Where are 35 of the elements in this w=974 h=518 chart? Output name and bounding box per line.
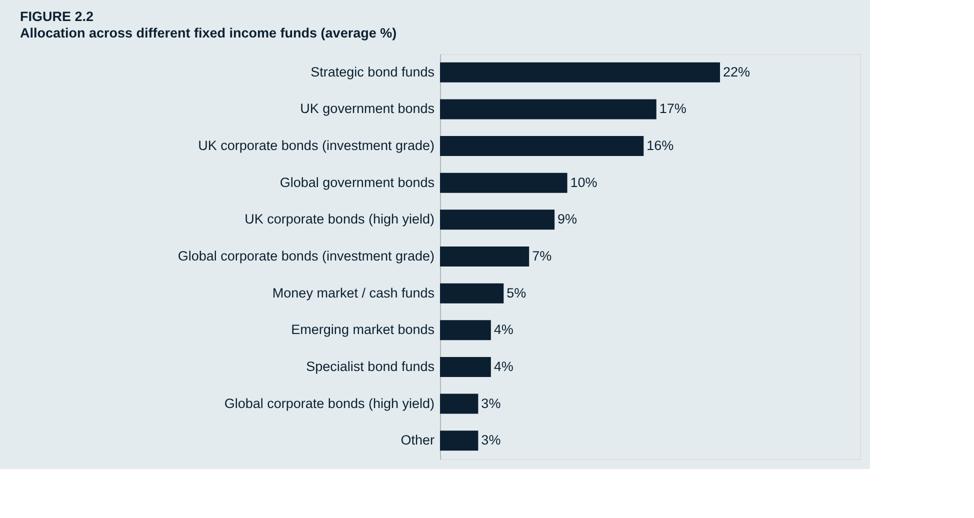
y-tick-label: Specialist bond funds bbox=[306, 358, 435, 374]
data-label: 4% bbox=[494, 358, 514, 374]
data-label: 22% bbox=[723, 64, 750, 80]
bar bbox=[440, 62, 720, 82]
data-label: 10% bbox=[570, 174, 598, 190]
y-tick-label: UK corporate bonds (high yield) bbox=[244, 212, 434, 227]
data-label: 17% bbox=[659, 101, 686, 116]
y-tick-label: Global corporate bonds (investment grade) bbox=[178, 248, 434, 264]
y-tick-label: Global corporate bonds (high yield) bbox=[224, 396, 434, 411]
bar bbox=[440, 136, 644, 156]
bar bbox=[440, 283, 504, 304]
data-label: 9% bbox=[558, 212, 578, 227]
bar bbox=[440, 99, 656, 120]
data-label: 3% bbox=[481, 396, 501, 411]
y-tick-label: Emerging market bonds bbox=[291, 322, 435, 338]
y-tick-label: Global government bonds bbox=[280, 174, 435, 190]
bar bbox=[440, 320, 491, 340]
bar bbox=[440, 210, 555, 230]
bar bbox=[440, 246, 530, 266]
y-tick-label: UK corporate bonds (investment grade) bbox=[198, 138, 434, 154]
data-label: 5% bbox=[506, 285, 526, 300]
data-label: 16% bbox=[646, 138, 674, 154]
y-tick-label: Other bbox=[400, 432, 435, 448]
bar bbox=[440, 430, 478, 451]
y-tick-label: Strategic bond funds bbox=[310, 64, 435, 80]
y-tick-label: Money market / cash funds bbox=[272, 285, 435, 300]
data-label: 3% bbox=[481, 432, 501, 448]
bar bbox=[440, 356, 491, 377]
text: Allocation across different fixed income funds (average %) bbox=[20, 26, 397, 40]
data-label: 4% bbox=[494, 322, 514, 338]
text: FIGURE 2.2 bbox=[20, 9, 94, 24]
y-tick-label: UK government bonds bbox=[300, 101, 435, 116]
data-label: 7% bbox=[532, 248, 552, 264]
bar bbox=[440, 394, 478, 414]
bar bbox=[440, 172, 568, 193]
